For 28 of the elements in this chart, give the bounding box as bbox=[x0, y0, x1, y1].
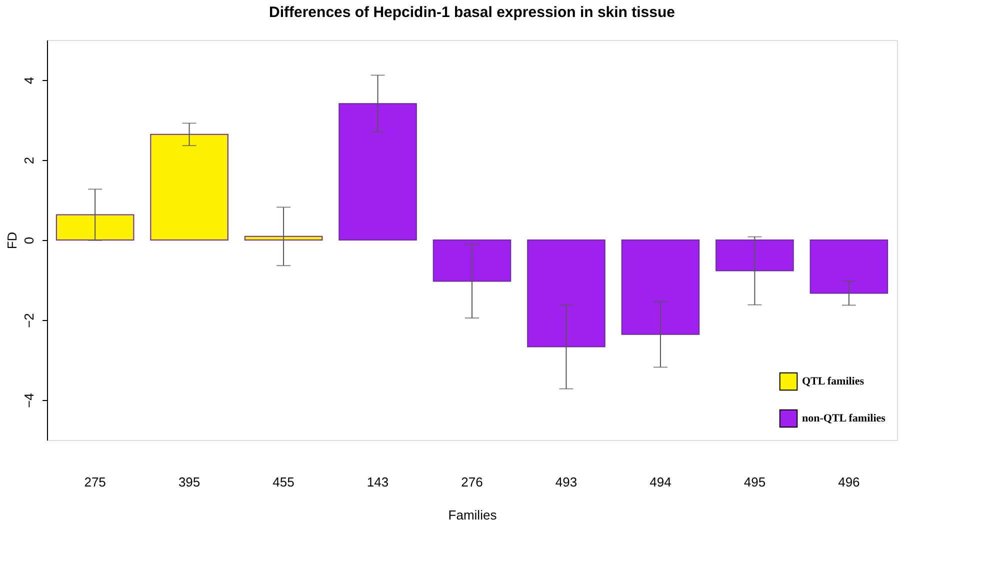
bar bbox=[150, 134, 228, 240]
x-tick-label: 276 bbox=[461, 474, 483, 490]
bar bbox=[244, 236, 323, 240]
y-tick-label: −4 bbox=[22, 393, 36, 408]
y-tick-label: 2 bbox=[22, 156, 36, 164]
x-tick-label: 495 bbox=[744, 474, 766, 490]
x-tick-label: 494 bbox=[650, 474, 672, 490]
legend-label: non-QTL families bbox=[802, 412, 886, 424]
x-tick-label: 395 bbox=[178, 474, 200, 490]
bar bbox=[56, 214, 134, 240]
chart-title: Differences of Hepcidin-1 basal expression in skin tissue bbox=[269, 4, 675, 21]
bar bbox=[716, 240, 794, 272]
legend-label: QTL families bbox=[802, 376, 865, 388]
bar bbox=[527, 240, 606, 348]
x-tick-label: 143 bbox=[366, 474, 389, 490]
x-tick-label: 455 bbox=[272, 474, 294, 490]
bar bbox=[810, 240, 888, 294]
x-axis-title: Families bbox=[448, 508, 498, 522]
bar bbox=[432, 240, 512, 282]
y-tick-label: 4 bbox=[22, 76, 36, 84]
y-tick-label: −2 bbox=[22, 313, 36, 328]
bar bbox=[338, 103, 417, 240]
y-tick-label: 0 bbox=[22, 236, 36, 244]
x-tick-label: 275 bbox=[84, 474, 106, 490]
x-tick-label: 496 bbox=[838, 474, 860, 490]
bar bbox=[621, 240, 700, 335]
x-tick-label: 493 bbox=[555, 474, 578, 490]
y-axis-title: FD bbox=[4, 232, 20, 250]
